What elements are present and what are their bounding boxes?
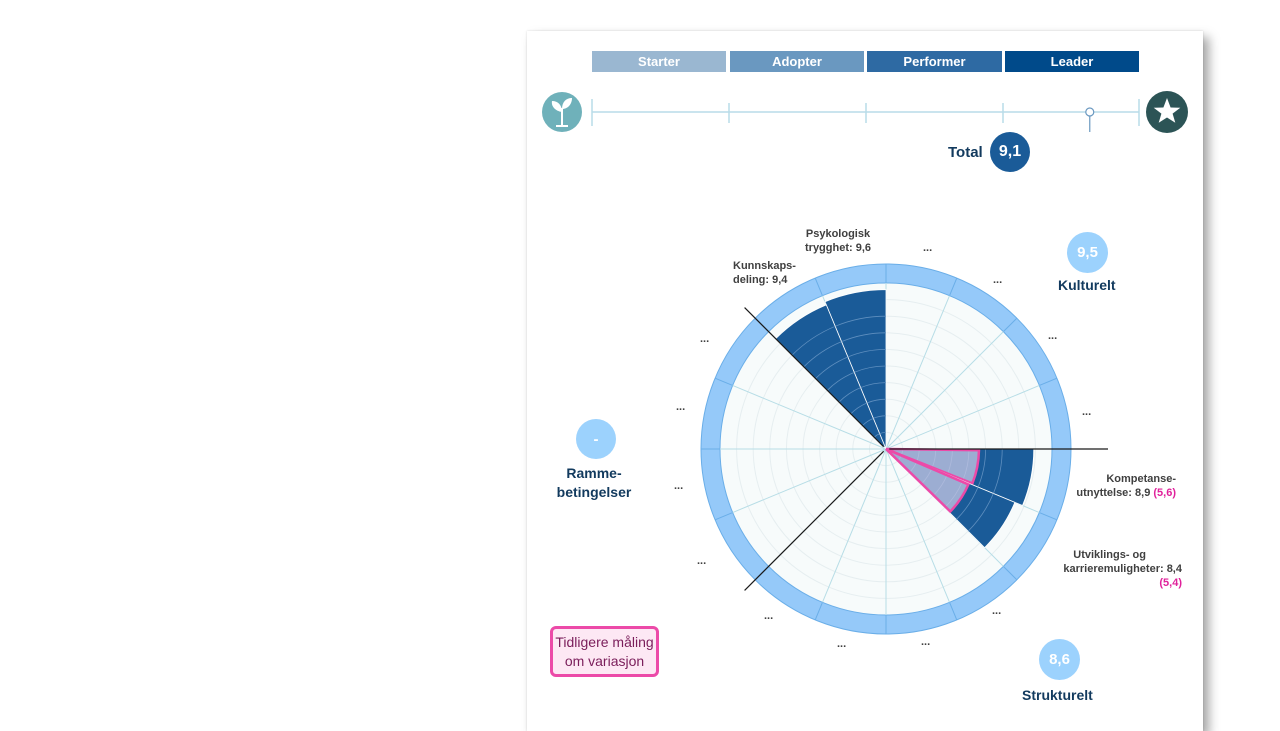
label-kunnskapsdeling: Kunnskaps- deling: 9,4 (733, 259, 796, 287)
grid-spoke (885, 331, 1004, 450)
bar-grid-arc (803, 341, 842, 368)
level-adopter: Adopter (730, 51, 864, 72)
bar-grid-arc (967, 493, 994, 532)
ellipsis-label: ... (1082, 406, 1092, 418)
label-utvikling-line1: Utviklings- og (1073, 549, 1146, 561)
ring-divider (1003, 566, 1018, 581)
bar-grid-arc (835, 315, 887, 327)
level-leader: Leader (1005, 51, 1139, 72)
label-psykologisk-trygghet: Psykologisk trygghet: 9,6 (805, 227, 871, 255)
bar-grid-arc (977, 448, 986, 488)
label-kompetanse-value: utnyttelse: 8,9 (1076, 487, 1151, 499)
kulturelt-label: Kulturelt (1058, 277, 1116, 293)
label-psykologisk-line1: Psykologisk (805, 228, 871, 240)
label-kunnskaps-line2: deling: 9,4 (733, 274, 788, 286)
label-kunnskaps-line1: Kunnskaps- (733, 260, 796, 272)
rammebetingelser-line2: betingelser (556, 484, 632, 500)
label-utviklingsmuligheter: Utviklings- og karrieremuligheter: 8,4 (… (1042, 548, 1182, 590)
bar-3 (885, 447, 1016, 549)
grid-spoke (885, 448, 950, 603)
label-psykologisk-line2: trygghet: 9,6 (805, 242, 872, 254)
ring-divider (949, 602, 958, 621)
total-marker (1085, 107, 1095, 132)
kulturelt-score-badge: 9,5 (1067, 232, 1108, 273)
bar-grid-arc (827, 371, 855, 391)
label-kompetanseutnyttelse: Kompetanse- utnyttelse: 8,9 (5,6) (1076, 472, 1176, 500)
grid-spoke (822, 448, 887, 603)
strukturelt-label: Strukturelt (1022, 687, 1093, 703)
grid-spoke (885, 295, 950, 450)
label-utvikling-value: karrieremuligheter: 8,4 (1063, 563, 1182, 575)
ring-divider (814, 602, 823, 621)
ellipsis-label: ... (921, 636, 931, 648)
bar-grid-arc (854, 365, 887, 373)
star-icon (1146, 91, 1188, 133)
total-badge: 9,1 (990, 132, 1030, 172)
bar-2 (885, 447, 1035, 507)
label-utvikling-line2: karrieremuligheter: 8,4 (5,4) (1042, 562, 1182, 590)
ellipsis-label: ... (923, 242, 933, 254)
ring-divider (714, 512, 733, 521)
label-utvikling-prev: (5,4) (1159, 577, 1182, 589)
level-performer: Performer (867, 51, 1002, 72)
bar-grid-arc (791, 325, 836, 356)
ellipsis-label: ... (700, 333, 710, 345)
ellipsis-label: ... (697, 555, 707, 567)
ring-divider (714, 377, 733, 386)
grid-spoke (885, 385, 1040, 450)
scale-line (591, 99, 1140, 126)
plant-icon (542, 92, 582, 132)
bar-previous (885, 447, 981, 485)
bar-grid-arc (992, 448, 1003, 494)
ellipsis-label: ... (837, 638, 847, 650)
category-dividers (744, 307, 1108, 591)
bar-value (824, 289, 887, 450)
label-kompetanse-line2: utnyttelse: 8,9 (5,6) (1076, 486, 1176, 500)
label-kompetanse-line1: Kompetanse- (1106, 473, 1176, 485)
label-kompetanse-prev: (5,6) (1153, 487, 1176, 499)
bar-grid-arc (815, 356, 849, 379)
polar-bars (775, 289, 1035, 549)
bar-0 (824, 289, 887, 450)
bar-grid-arc (841, 332, 887, 343)
ring-divider (1039, 377, 1058, 386)
category-divider-line (744, 450, 885, 591)
ring-divider (1039, 512, 1058, 521)
level-starter: Starter (592, 51, 726, 72)
rammebetingelser-line1: Ramme- (566, 465, 622, 481)
bar-grid-arc (956, 486, 979, 520)
ring-divider (1003, 317, 1018, 332)
grid-spoke (732, 448, 887, 513)
ellipsis-label: ... (992, 605, 1002, 617)
bar-previous (885, 447, 970, 514)
total-label: Total (948, 144, 983, 161)
legend-line2: om variasjon (564, 652, 645, 669)
previous-measurement-legend: Tidligere måling om variasjon (550, 626, 659, 677)
ring-divider (814, 277, 823, 296)
rammebetingelser-score-badge: - (576, 419, 616, 459)
legend-line1: Tidligere måling (555, 633, 654, 650)
grid-spoke (732, 385, 887, 450)
strukturelt-score-badge: 8,6 (1039, 639, 1080, 680)
bar-grid-arc (847, 349, 887, 358)
ring-divider (949, 277, 958, 296)
ellipsis-label: ... (764, 610, 774, 622)
ellipsis-label: ... (993, 274, 1003, 286)
category-divider-line (744, 307, 885, 448)
ellipsis-label: ... (674, 480, 684, 492)
rammebetingelser-label: Ramme- betingelser (556, 464, 632, 502)
ellipsis-label: ... (676, 401, 686, 413)
ellipsis-label: ... (1048, 330, 1058, 342)
